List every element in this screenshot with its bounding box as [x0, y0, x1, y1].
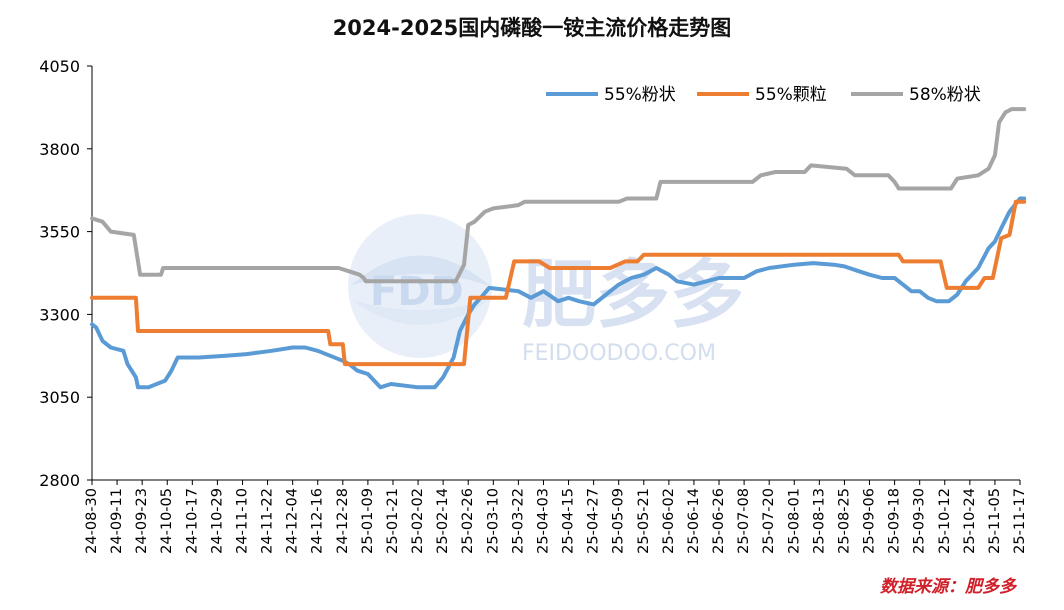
x-tick-label: 25-04-03: [535, 488, 551, 554]
series-layer: [90, 107, 1027, 390]
x-tick-label: 24-11-22: [260, 488, 276, 554]
y-tick-label: 2800: [39, 471, 80, 490]
watermark-cn: 肥多多: [522, 252, 744, 338]
watermark-logo: FDD 肥多多 FEIDOODOO.COM: [348, 214, 744, 366]
source-note: 数据来源：肥多多: [880, 577, 1016, 597]
x-tick-label: 25-06-26: [711, 488, 727, 554]
legend: 55%粉状 55%颗粒 58%粉状: [546, 85, 981, 105]
y-tick-label: 3050: [39, 388, 80, 407]
x-tick-label: 25-02-14: [435, 488, 451, 554]
legend-label-2: 55%颗粒: [755, 85, 827, 105]
x-tick-label: 25-10-24: [962, 488, 978, 554]
legend-label-3: 58%粉状: [909, 85, 981, 105]
y-tick-label: 3800: [39, 140, 80, 159]
x-tick-label: 25-02-02: [410, 488, 426, 554]
series-line-3: [90, 107, 1027, 284]
x-tick-label: 25-09-18: [887, 488, 903, 554]
x-tick-label: 25-04-27: [586, 488, 602, 554]
x-tick-label: 25-08-25: [836, 488, 852, 554]
x-tick-label: 25-01-21: [385, 488, 401, 554]
x-tick-label: 25-05-21: [636, 488, 652, 554]
x-tick-label: 25-03-10: [485, 488, 501, 554]
watermark-url: FEIDOODOO.COM: [522, 341, 716, 366]
axes: 2800 3050 3300 3550 3800 4050 24-08-30 24-09-11…: [39, 57, 1028, 554]
x-tick-label: 25-10-12: [937, 488, 953, 554]
x-tick-label: 24-10-17: [184, 488, 200, 554]
x-tick-label: 25-01-09: [360, 488, 376, 554]
x-tick-label: 25-08-01: [786, 488, 802, 554]
x-tick-label: 25-09-30: [912, 488, 928, 554]
series-line-1: [90, 196, 1027, 390]
x-tick-label: 24-09-11: [109, 488, 125, 554]
x-tick-label: 24-10-05: [159, 488, 175, 554]
x-tick-label: 25-05-09: [611, 488, 627, 554]
x-tick-label: 25-08-13: [811, 488, 827, 554]
chart-title: 2024-2025国内磷酸一铵主流价格走势图: [332, 16, 732, 40]
x-tick-label: 24-11-10: [234, 488, 250, 554]
x-tick-label: 25-07-20: [761, 488, 777, 554]
y-tick-label: 3550: [39, 223, 80, 242]
y-tick-label: 4050: [39, 57, 80, 76]
x-tick-label: 25-02-26: [460, 488, 476, 554]
x-tick-label: 24-08-30: [84, 488, 100, 554]
x-tick-label: 25-06-02: [661, 488, 677, 554]
series-line-2: [90, 199, 1027, 367]
x-tick-label: 25-03-22: [510, 488, 526, 554]
x-tick-label: 24-12-16: [310, 488, 326, 554]
x-tick-label: 24-12-04: [285, 488, 301, 554]
y-tick-label: 3300: [39, 305, 80, 324]
x-tick-label: 25-11-05: [987, 488, 1003, 554]
x-tick-label: 24-09-23: [134, 488, 150, 554]
watermark-brand: FDD: [370, 269, 464, 315]
x-tick-label: 25-04-15: [561, 488, 577, 554]
x-tick-label: 25-06-14: [686, 488, 702, 554]
x-tick-label: 24-10-29: [209, 488, 225, 554]
x-tick-label: 25-11-17: [1012, 488, 1028, 554]
x-tick-label: 25-07-08: [736, 488, 752, 554]
x-tick-label: 25-09-06: [862, 488, 878, 554]
x-tick-label: 24-12-28: [335, 488, 351, 554]
legend-label-1: 55%粉状: [604, 85, 676, 105]
